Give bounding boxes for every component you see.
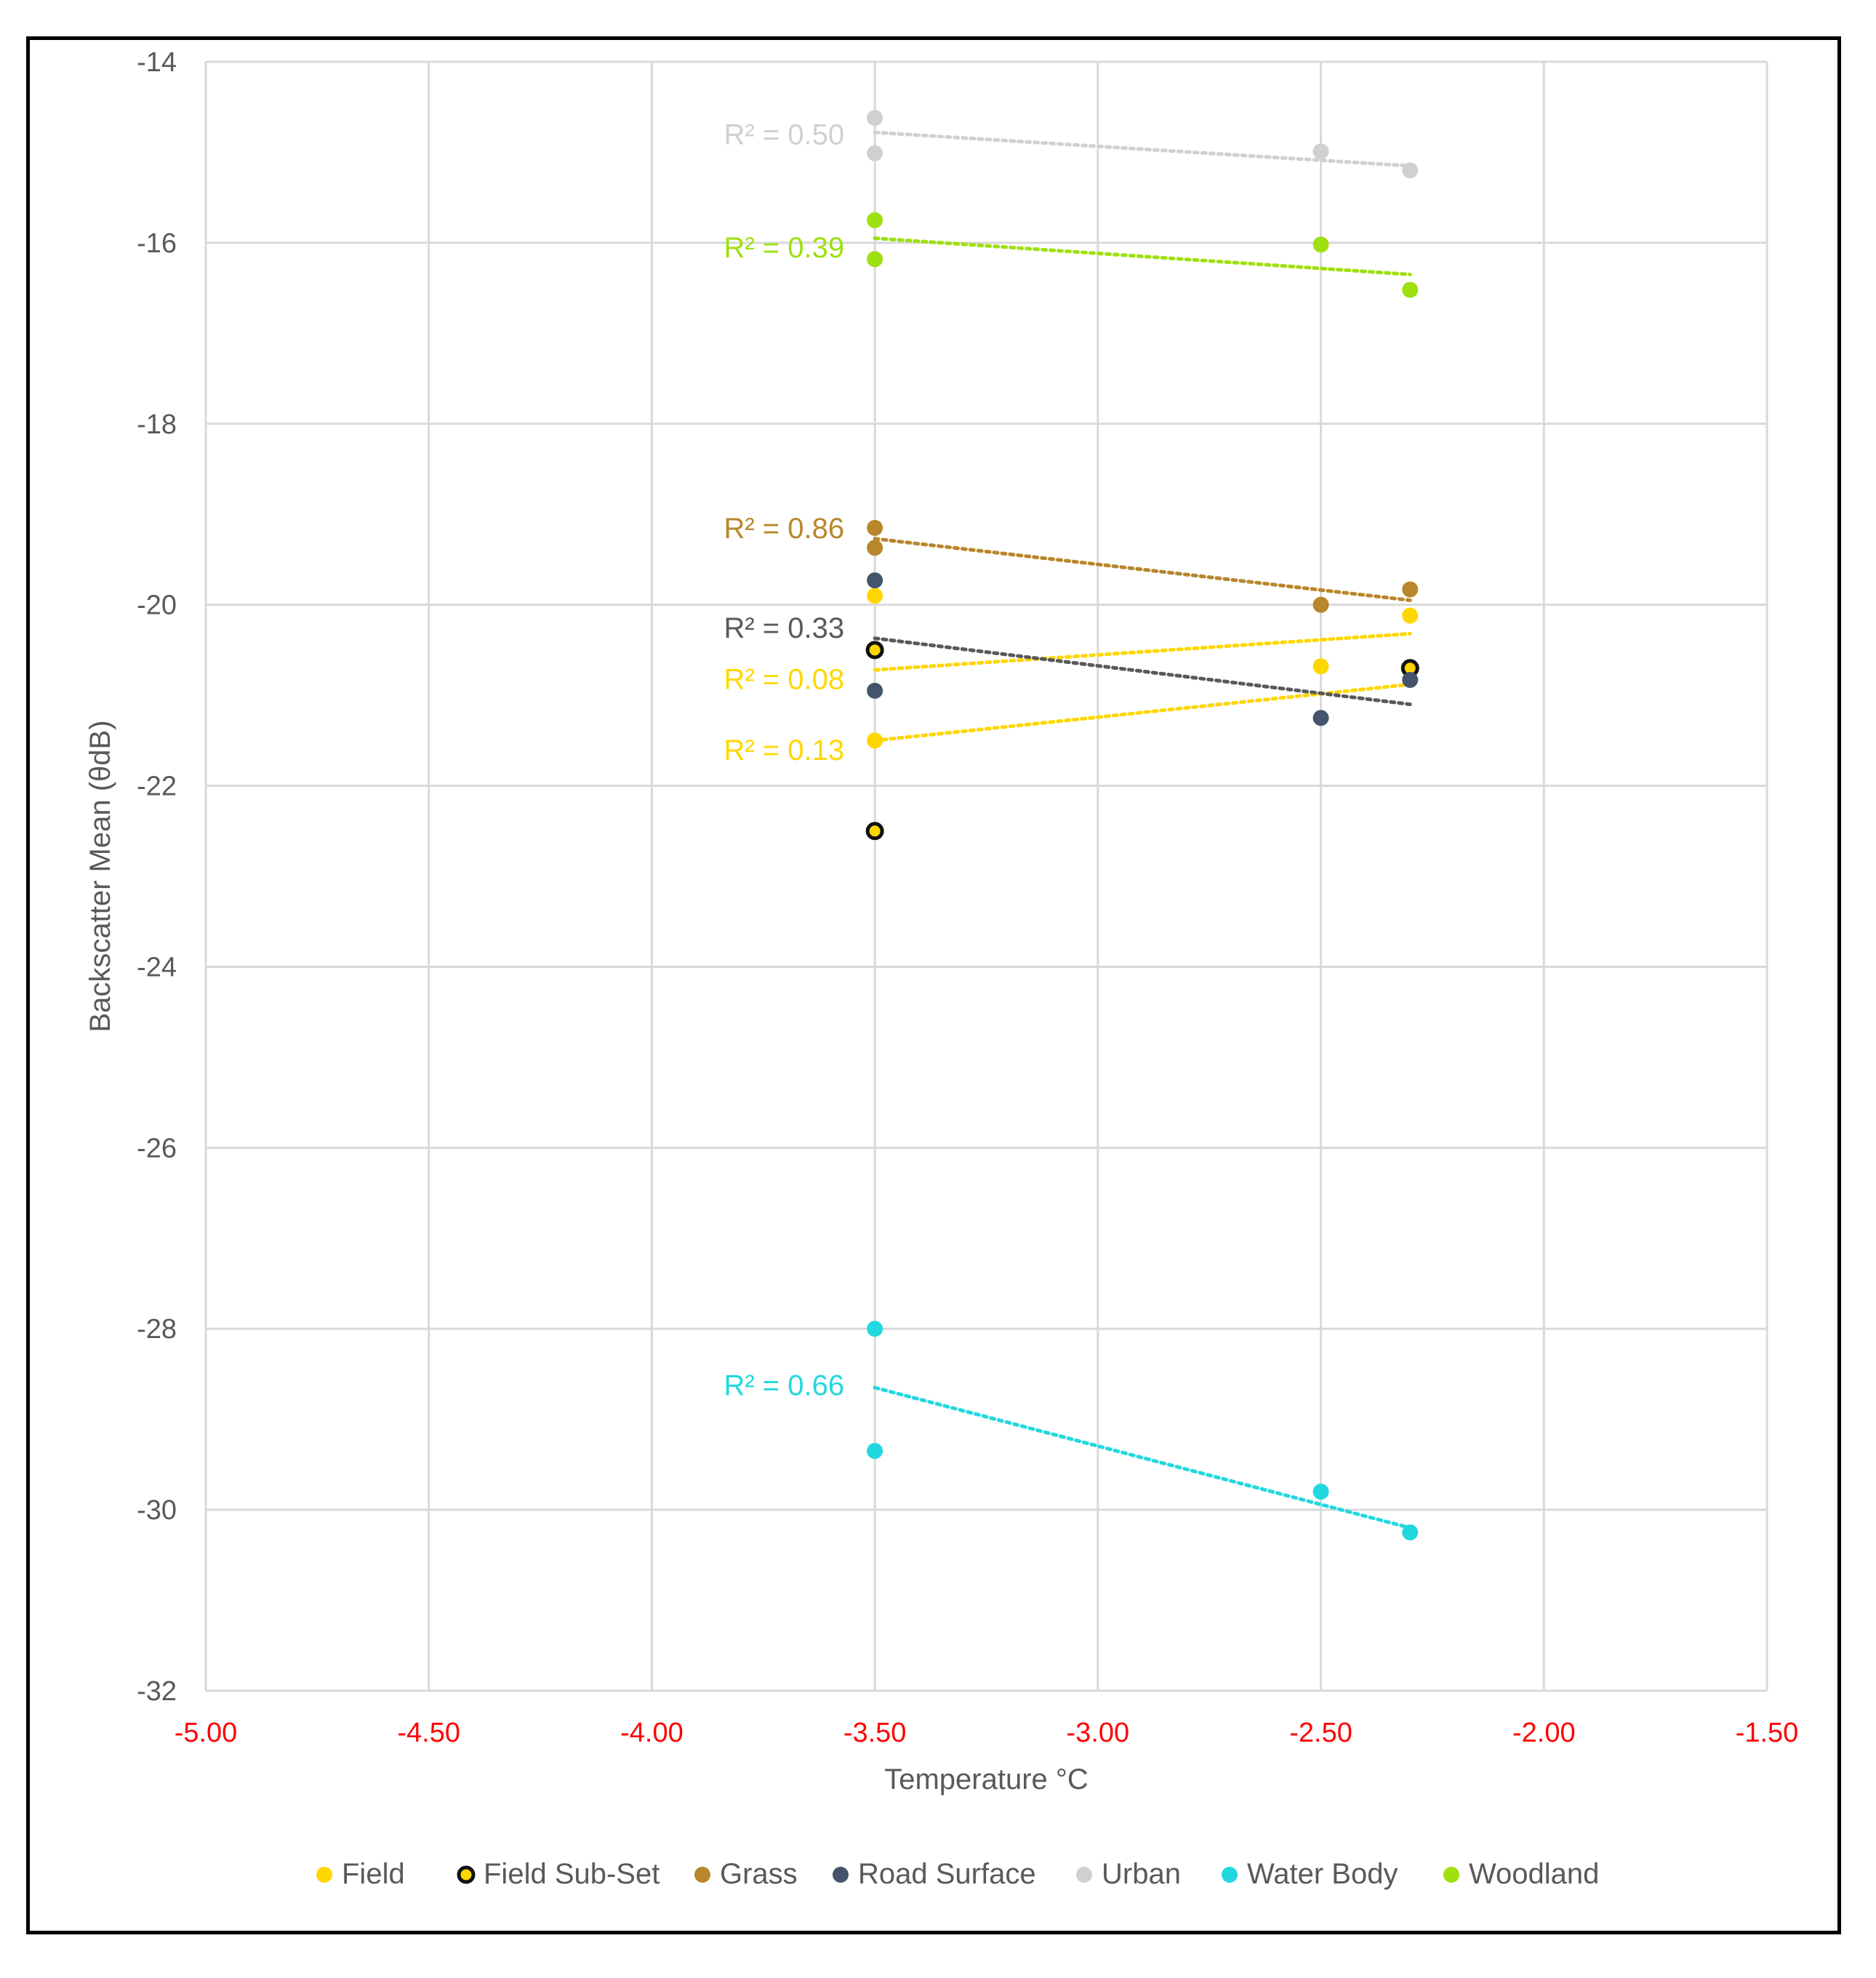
data-point-woodland [867, 212, 883, 228]
data-point-grass [867, 519, 883, 536]
r-squared-label: R² = 0.08 [723, 664, 844, 696]
y-tick-label: -18 [137, 409, 177, 440]
data-point-field-sub-set [865, 641, 884, 660]
trendline-water-body [873, 1385, 1412, 1530]
data-point-water-body [867, 1321, 883, 1337]
data-point-grass [1402, 581, 1419, 598]
data-point-woodland [1402, 281, 1419, 298]
data-point-field [867, 588, 883, 604]
r-squared-label: R² = 0.86 [723, 513, 844, 545]
legend-label: Field [342, 1858, 405, 1890]
y-tick-label: -24 [137, 952, 177, 982]
legend-label: Urban [1102, 1858, 1181, 1890]
r-squared-label: R² = 0.66 [723, 1369, 844, 1401]
data-point-urban [1402, 162, 1419, 179]
legend-label: Grass [720, 1858, 798, 1890]
y-tick-label: -22 [137, 772, 177, 802]
data-point-urban [1312, 143, 1329, 160]
r-squared-label: R² = 0.50 [723, 119, 844, 151]
x-tick-label: -3.00 [1067, 1718, 1130, 1748]
y-tick-label: -16 [137, 228, 177, 259]
legend-marker [833, 1867, 849, 1883]
data-point-woodland [867, 251, 883, 268]
chart-frame: R² = 0.08 R² = 0.13 R² = 0.86 R² = 0.33 R² =… [26, 36, 1841, 1934]
x-tick-label: -2.50 [1289, 1718, 1352, 1748]
r-squared-label: R² = 0.33 [723, 612, 844, 644]
data-point-road-surface [1312, 710, 1329, 726]
y-tick-label: -14 [137, 47, 177, 78]
data-point-field [867, 732, 883, 749]
x-tick-label: -3.50 [843, 1718, 907, 1748]
data-point-water-body [867, 1443, 883, 1460]
legend-marker [457, 1865, 476, 1884]
legend-marker [694, 1867, 710, 1883]
y-axis-title: Backscatter Mean (θdB) [84, 720, 116, 1032]
y-tick-label: -26 [137, 1133, 177, 1164]
trendline-woodland [873, 236, 1412, 276]
legend-marker [316, 1867, 332, 1883]
data-point-road-surface [867, 682, 883, 699]
r-squared-label: R² = 0.39 [723, 232, 844, 264]
x-tick-label: -5.00 [175, 1718, 238, 1748]
legend-label: Woodland [1469, 1858, 1599, 1890]
x-tick-label: -4.50 [397, 1718, 460, 1748]
r-squared-label: R² = 0.13 [723, 734, 844, 766]
data-point-water-body [1402, 1524, 1419, 1541]
data-point-woodland [1312, 236, 1329, 253]
trendline-grass [873, 537, 1412, 602]
x-axis-title: Temperature °C [884, 1763, 1089, 1795]
data-point-field [1312, 658, 1329, 675]
data-point-field [1402, 607, 1419, 624]
legend-label: Road Surface [858, 1858, 1036, 1890]
data-point-field-sub-set [865, 822, 884, 841]
legend: Field Field Sub-Set Grass Road Surface Urban… [316, 1858, 1599, 1890]
y-tick-label: -20 [137, 590, 177, 621]
scatter-chart: R² = 0.08 R² = 0.13 R² = 0.86 R² = 0.33 R² =… [84, 47, 1798, 1890]
data-point-urban [867, 110, 883, 127]
x-tick-label: -1.50 [1736, 1718, 1799, 1748]
y-tick-label: -28 [137, 1314, 177, 1345]
data-point-grass [1312, 596, 1329, 613]
legend-label: Field Sub-Set [484, 1858, 660, 1890]
data-point-grass [867, 540, 883, 556]
x-tick-label: -4.00 [620, 1718, 684, 1748]
trendline-field [873, 631, 1412, 672]
data-points [865, 110, 1419, 1541]
data-point-road-surface [1402, 671, 1419, 688]
data-point-water-body [1312, 1484, 1329, 1500]
y-tick-label: -32 [137, 1676, 177, 1707]
trendlines [873, 130, 1412, 1530]
data-point-road-surface [867, 572, 883, 589]
legend-marker [1076, 1867, 1092, 1883]
data-point-urban [867, 145, 883, 161]
trendline-road-surface [873, 636, 1412, 707]
r-squared-labels: R² = 0.08 R² = 0.13 R² = 0.86 R² = 0.33 R² =… [723, 119, 844, 1402]
legend-marker [1222, 1867, 1238, 1883]
tick-labels: -14 -16 -18 -20 -22 -24 -26 -28 -30 -32 -5.00 -4.50… [137, 47, 1798, 1748]
y-tick-label: -30 [137, 1495, 177, 1526]
gridlines [204, 60, 1768, 1692]
legend-marker [1443, 1867, 1459, 1883]
legend-label: Water Body [1247, 1858, 1398, 1890]
trendline-urban [873, 130, 1412, 168]
x-tick-label: -2.00 [1512, 1718, 1576, 1748]
